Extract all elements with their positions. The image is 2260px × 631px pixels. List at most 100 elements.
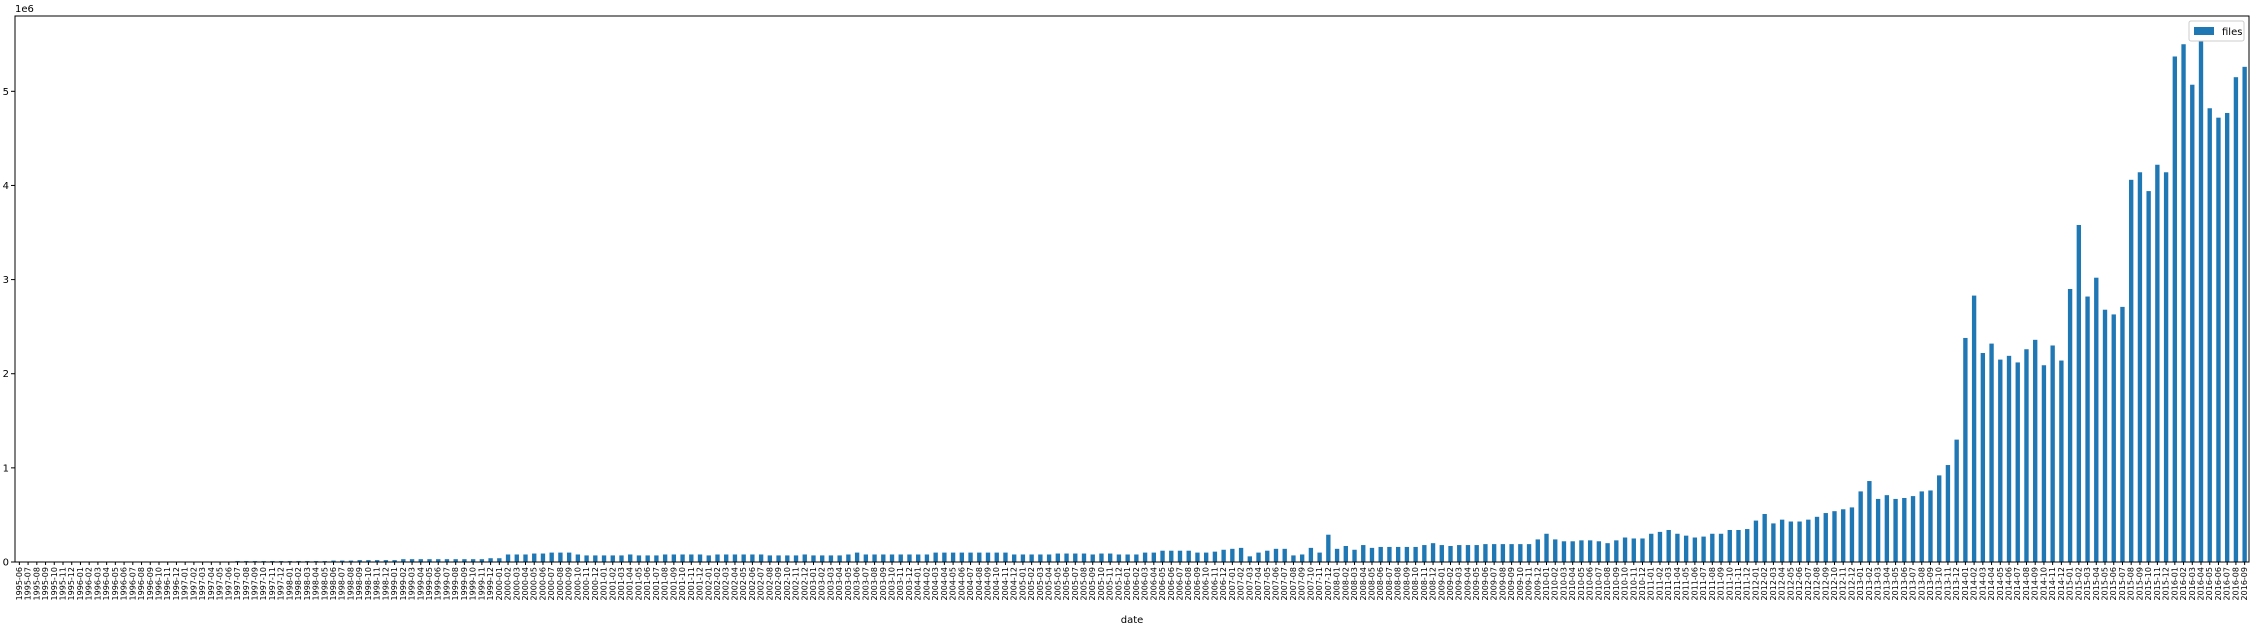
bar xyxy=(2102,309,2108,562)
x-tick-label: 2004-01 xyxy=(914,567,923,600)
bar xyxy=(1282,548,1287,562)
x-tick-label: 1998-03 xyxy=(303,567,312,600)
x-tick-label: 2008-04 xyxy=(1359,567,1368,600)
bar xyxy=(2155,164,2160,563)
x-tick-label: 2000-01 xyxy=(495,567,504,600)
bar xyxy=(1823,513,1828,562)
x-tick-label: 2015-02 xyxy=(2074,567,2083,600)
bar xyxy=(418,559,423,562)
bar xyxy=(2085,296,2090,562)
x-tick-label: 2013-08 xyxy=(1917,567,1926,600)
bar xyxy=(610,555,615,562)
bar xyxy=(1291,555,1296,562)
bar xyxy=(2216,117,2221,563)
x-tick-label: 1996-04 xyxy=(102,567,111,600)
bar xyxy=(977,552,982,562)
bar xyxy=(2006,355,2012,562)
x-tick-label: 2005-03 xyxy=(1036,567,1045,600)
x-tick-label: 2002-03 xyxy=(722,567,731,600)
bar xyxy=(2129,179,2134,563)
x-tick-label: 1999-04 xyxy=(416,567,425,600)
bar xyxy=(497,558,502,562)
bar xyxy=(1160,550,1165,562)
x-axis-ticks: 1995-06 1995-07 1995-08 1995-09 1995-10 1995-… xyxy=(15,562,2249,600)
x-tick-label: 2008-11 xyxy=(1420,567,1429,600)
x-tick-label: 2013-12 xyxy=(1952,567,1961,600)
x-tick-label: 2009-05 xyxy=(1472,567,1481,600)
bar xyxy=(863,554,869,562)
bar xyxy=(331,560,336,562)
bar xyxy=(968,552,973,562)
bar xyxy=(593,555,598,562)
bar xyxy=(540,553,546,562)
bar xyxy=(715,554,720,562)
bar xyxy=(680,554,685,562)
x-tick-label: 2009-09 xyxy=(1507,567,1516,600)
bar xyxy=(671,554,677,562)
x-tick-label: 2003-12 xyxy=(905,567,914,600)
bar xyxy=(2120,306,2125,562)
bar xyxy=(1683,535,1689,562)
x-tick-label: 2001-09 xyxy=(669,567,678,600)
x-tick-label: 2009-08 xyxy=(1498,567,1507,600)
x-tick-label: 2013-01 xyxy=(1856,567,1865,600)
x-tick-label: 2010-07 xyxy=(1594,567,1603,600)
bar xyxy=(1614,540,1619,562)
x-tick-label: 2010-06 xyxy=(1586,567,1595,600)
x-tick-label: 1997-08 xyxy=(242,567,251,600)
bar xyxy=(706,555,711,562)
x-tick-label: 2005-11 xyxy=(1106,567,1115,600)
x-tick-label: 2014-06 xyxy=(2005,567,2014,600)
bar xyxy=(383,560,389,562)
x-tick-label: 2005-06 xyxy=(1062,567,1071,600)
bar xyxy=(1038,554,1043,562)
x-tick-label: 2006-02 xyxy=(1132,567,1141,600)
x-tick-label: 2004-02 xyxy=(922,567,931,600)
x-tick-label: 2015-10 xyxy=(2144,567,2153,600)
x-tick-label: 2004-04 xyxy=(940,567,949,600)
x-tick-label: 2011-10 xyxy=(1725,567,1734,600)
bar xyxy=(1649,533,1654,562)
x-tick-label: 2003-07 xyxy=(861,567,870,600)
x-tick-label: 1997-03 xyxy=(198,567,207,600)
x-tick-label: 2010-04 xyxy=(1568,567,1577,600)
bar xyxy=(1779,519,1785,562)
bar xyxy=(1073,553,1078,562)
x-tick-label: 2008-06 xyxy=(1376,567,1385,600)
bar xyxy=(427,559,432,562)
bar xyxy=(1963,337,1968,562)
bar xyxy=(1046,554,1052,562)
x-tick-label: 2014-07 xyxy=(2013,567,2022,600)
bar xyxy=(1675,533,1680,562)
bar xyxy=(584,555,589,562)
x-tick-label: 1996-11 xyxy=(163,567,172,600)
bar xyxy=(1413,546,1418,562)
x-tick-label: 2014-08 xyxy=(2022,567,2031,600)
x-tick-label: 1996-05 xyxy=(111,567,120,600)
bar xyxy=(1797,521,1802,562)
bar xyxy=(436,559,441,562)
x-tick-label: 1997-04 xyxy=(207,567,216,600)
bar xyxy=(2198,39,2204,562)
bar xyxy=(1928,490,1933,562)
y-axis-scale-label: 1e6 xyxy=(15,4,34,15)
x-tick-label: 2007-12 xyxy=(1324,567,1333,600)
x-tick-label: 1999-12 xyxy=(486,567,495,600)
bar xyxy=(2146,191,2151,562)
x-tick-label: 1998-11 xyxy=(373,567,382,600)
bar xyxy=(532,553,537,562)
x-tick-label: 2003-08 xyxy=(870,567,879,600)
x-tick-label: 1996-03 xyxy=(93,567,102,600)
y-tick-label: 5 xyxy=(3,87,9,98)
x-tick-label: 2006-06 xyxy=(1167,567,1176,600)
x-tick-label: 2011-05 xyxy=(1682,567,1691,600)
x-tick-label: 1996-06 xyxy=(120,567,129,600)
x-tick-label: 2008-05 xyxy=(1367,567,1376,600)
bar xyxy=(636,555,642,562)
x-tick-label: 1999-06 xyxy=(434,567,443,600)
x-tick-label: 2005-12 xyxy=(1114,567,1123,600)
bar xyxy=(348,560,354,562)
bar xyxy=(2137,172,2143,562)
bar xyxy=(1605,543,1610,562)
